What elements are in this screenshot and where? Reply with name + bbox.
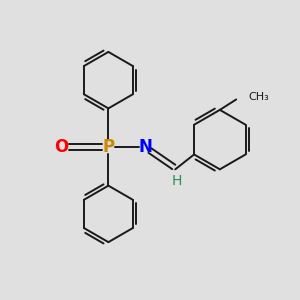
Text: H: H <box>172 174 182 188</box>
Text: O: O <box>54 138 68 156</box>
Text: CH₃: CH₃ <box>249 92 269 101</box>
Text: P: P <box>102 138 115 156</box>
Text: N: N <box>139 138 152 156</box>
